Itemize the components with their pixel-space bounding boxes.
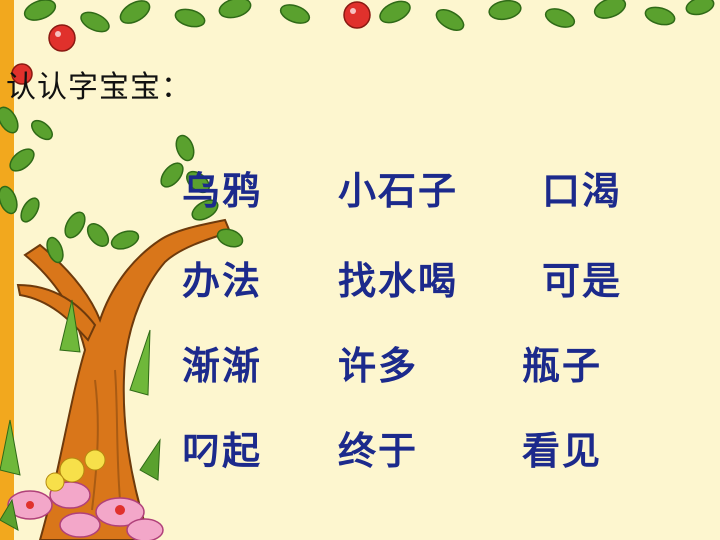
leaf-garland: [23, 0, 715, 33]
word-r2-c1: 办法: [182, 259, 263, 303]
leaf-cluster-branch: [46, 134, 244, 264]
page-title: 认认字宝宝：: [6, 70, 192, 105]
word-r2-c3: 可是: [542, 259, 623, 303]
flower-icon: [0, 438, 164, 540]
word-r1-c2: 小石子: [338, 169, 459, 213]
border-strip: [0, 0, 14, 540]
word-r4-c2: 终于: [338, 429, 419, 473]
word-r2-c2: 找水喝: [338, 259, 459, 303]
word-r3-c2: 许多: [338, 344, 419, 388]
leaf-cluster-left: [0, 106, 53, 223]
word-r1-c1: 乌鸦: [182, 169, 263, 213]
word-r1-c3: 口渴: [542, 169, 623, 213]
word-r3-c3: 瓶子: [522, 344, 603, 388]
grass: [0, 299, 151, 476]
word-r3-c1: 渐渐: [182, 344, 263, 388]
word-r4-c1: 叼起: [182, 429, 263, 473]
word-r4-c3: 看见: [522, 429, 603, 473]
apple-icon: [11, 1, 371, 85]
